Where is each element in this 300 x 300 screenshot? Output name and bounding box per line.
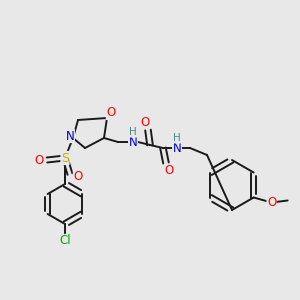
Text: O: O [140, 116, 150, 128]
Text: O: O [267, 196, 276, 209]
Text: Cl: Cl [59, 235, 71, 248]
Text: H: H [129, 127, 137, 137]
Text: N: N [66, 130, 74, 142]
Text: H: H [173, 133, 181, 143]
Text: O: O [164, 164, 174, 178]
Text: S: S [61, 152, 69, 164]
Text: O: O [34, 154, 43, 166]
Text: O: O [106, 106, 116, 119]
Text: N: N [129, 136, 137, 148]
Text: N: N [172, 142, 182, 154]
Text: O: O [74, 169, 82, 182]
